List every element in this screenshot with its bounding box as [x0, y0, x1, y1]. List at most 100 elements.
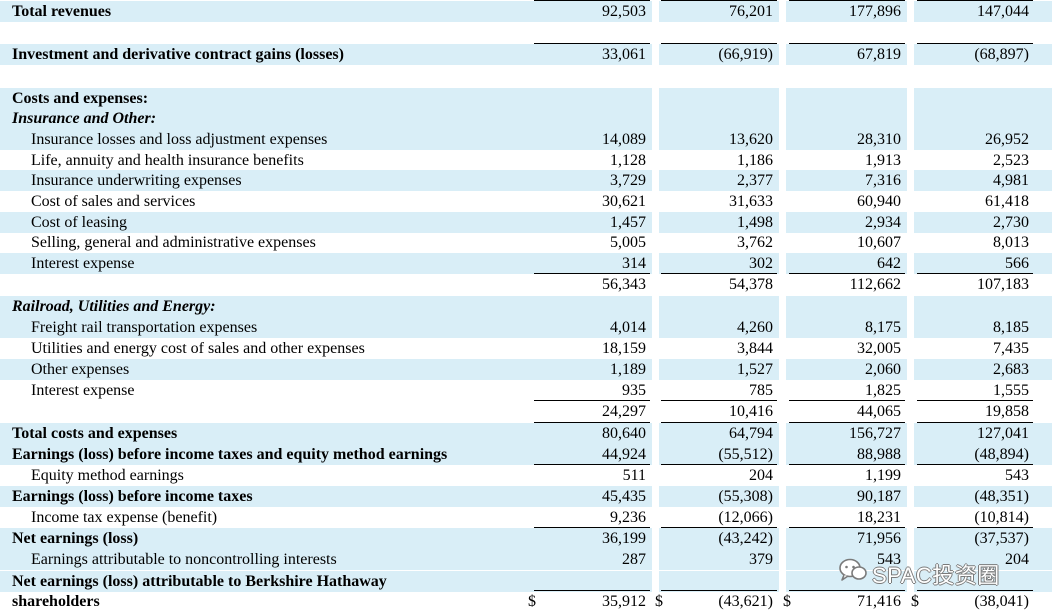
- row-label: Cost of sales and services: [31, 193, 196, 210]
- row-value: 36,199: [602, 530, 646, 547]
- row-value: 112,662: [849, 276, 901, 293]
- row-value: 67,819: [857, 46, 901, 63]
- table-row: shareholders 35,912 (43,621) 71,416 (38,041)…: [0, 591, 1052, 612]
- row-value: 19,858: [985, 403, 1029, 420]
- row-value: 2,060: [865, 361, 901, 378]
- table-row: Total costs and expenses 80,640 64,794 156,…: [0, 423, 1052, 444]
- table-row: Equity method earnings 511 204 1,199 543: [0, 465, 1052, 486]
- row-value: 26,952: [985, 131, 1029, 148]
- row-value: 71,956: [857, 530, 901, 547]
- table-row: Investment and derivative contract gains…: [0, 44, 1052, 65]
- row-value: 76,201: [729, 3, 773, 20]
- subtotal-rule: [917, 527, 1033, 528]
- row-label: Railroad, Utilities and Energy:: [12, 298, 216, 315]
- subtotal-rule: [789, 273, 905, 274]
- subtotal-rule: [534, 527, 650, 528]
- row-label: Interest expense: [31, 382, 135, 399]
- row-value: (55,512): [718, 446, 773, 463]
- row-value: (66,919): [718, 46, 773, 63]
- row-label: Selling, general and administrative expe…: [31, 234, 316, 251]
- row-value: 8,175: [865, 319, 901, 336]
- row-value: 18,159: [602, 340, 646, 357]
- row-label: Earnings (loss) before income taxes and …: [12, 446, 448, 463]
- subtotal-rule: [534, 590, 650, 591]
- watermark: SPAC投资圈: [838, 555, 1038, 588]
- subtotal-rule: [917, 273, 1033, 274]
- row-value: 3,729: [610, 172, 646, 189]
- row-label: Costs and expenses:: [12, 90, 149, 107]
- dollar-sign: $: [528, 593, 536, 610]
- row-value: 18,231: [857, 509, 901, 526]
- row-value: 204: [749, 467, 773, 484]
- subtotal-rule: [534, 0, 650, 1]
- row-value: 4,260: [737, 319, 773, 336]
- row-value: 314: [622, 255, 646, 272]
- row-value: 1,555: [993, 382, 1029, 399]
- subtotal-rule: [534, 273, 650, 274]
- row-label: Interest expense: [31, 255, 135, 272]
- table-row: Interest expense 935 785 1,825 1,555: [0, 380, 1052, 401]
- row-value: 56,343: [602, 276, 646, 293]
- row-label: Insurance underwriting expenses: [31, 172, 242, 189]
- subtotal-rule: [917, 43, 1033, 44]
- subtotal-rule: [534, 400, 650, 401]
- row-value: 1,913: [865, 152, 901, 169]
- subtotal-rule: [661, 422, 777, 423]
- subtotal-rule: [661, 273, 777, 274]
- row-value: 1,189: [610, 361, 646, 378]
- row-value: 24,297: [602, 403, 646, 420]
- table-row: Earnings (loss) before income taxes and …: [0, 444, 1052, 465]
- row-value: 33,061: [602, 46, 646, 63]
- row-value: 204: [1005, 551, 1029, 568]
- row-value: 60,940: [857, 193, 901, 210]
- table-row: Utilities and energy cost of sales and o…: [0, 338, 1052, 359]
- row-value: 14,089: [602, 131, 646, 148]
- subtotal-rule: [789, 422, 905, 423]
- row-value: (55,308): [718, 488, 773, 505]
- subtotal-rule: [661, 0, 777, 1]
- row-label: Cost of leasing: [31, 214, 127, 231]
- dollar-sign: $: [655, 593, 663, 610]
- table-row: Net earnings (loss) 36,199 (43,242) 71,956 (…: [0, 528, 1052, 549]
- row-label: Earnings attributable to noncontrolling …: [31, 551, 337, 568]
- table-row: Earnings (loss) before income taxes 45,43…: [0, 486, 1052, 507]
- row-value: 1,199: [865, 467, 901, 484]
- row-label: Total costs and expenses: [12, 425, 178, 442]
- subtotal-rule: [917, 0, 1033, 1]
- row-value: 156,727: [849, 425, 901, 442]
- row-value: 935: [622, 382, 646, 399]
- row-value: 379: [749, 551, 773, 568]
- row-value: 13,620: [729, 131, 773, 148]
- row-value: 92,503: [602, 3, 646, 20]
- table-row: Interest expense 314 302 642 566: [0, 253, 1052, 274]
- row-value: 61,418: [985, 193, 1029, 210]
- row-value: 45,435: [602, 488, 646, 505]
- row-value: (10,814): [974, 509, 1029, 526]
- row-value: 10,416: [729, 403, 773, 420]
- row-value: 147,044: [977, 3, 1029, 20]
- wechat-icon: [839, 558, 867, 581]
- row-label: Income tax expense (benefit): [31, 509, 218, 526]
- subtotal-rule: [661, 590, 777, 591]
- table-row: Other expenses 1,189 1,527 2,060 2,683: [0, 359, 1052, 380]
- row-value: 3,844: [737, 340, 773, 357]
- row-value: 71,416: [857, 593, 901, 610]
- row-value: 566: [1005, 255, 1029, 272]
- row-value: 2,683: [993, 361, 1029, 378]
- subtotal-rule: [917, 464, 1033, 465]
- row-value: 8,185: [993, 319, 1029, 336]
- row-value: (38,041): [974, 593, 1029, 610]
- row-label: Total revenues: [12, 3, 112, 20]
- table-row: Costs and expenses:: [0, 88, 1052, 109]
- table-row: Insurance losses and loss adjustment exp…: [0, 129, 1052, 150]
- row-value: 4,981: [993, 172, 1029, 189]
- row-value: 44,065: [857, 403, 901, 420]
- table-row: Insurance and Other:: [0, 108, 1052, 129]
- row-value: 302: [749, 255, 773, 272]
- row-value: 80,640: [602, 425, 646, 442]
- table-row: Selling, general and administrative expe…: [0, 232, 1052, 253]
- row-label: Insurance and Other:: [12, 110, 157, 127]
- row-value: 5,005: [610, 234, 646, 251]
- row-value: (12,066): [718, 509, 773, 526]
- subtotal-rule: [661, 400, 777, 401]
